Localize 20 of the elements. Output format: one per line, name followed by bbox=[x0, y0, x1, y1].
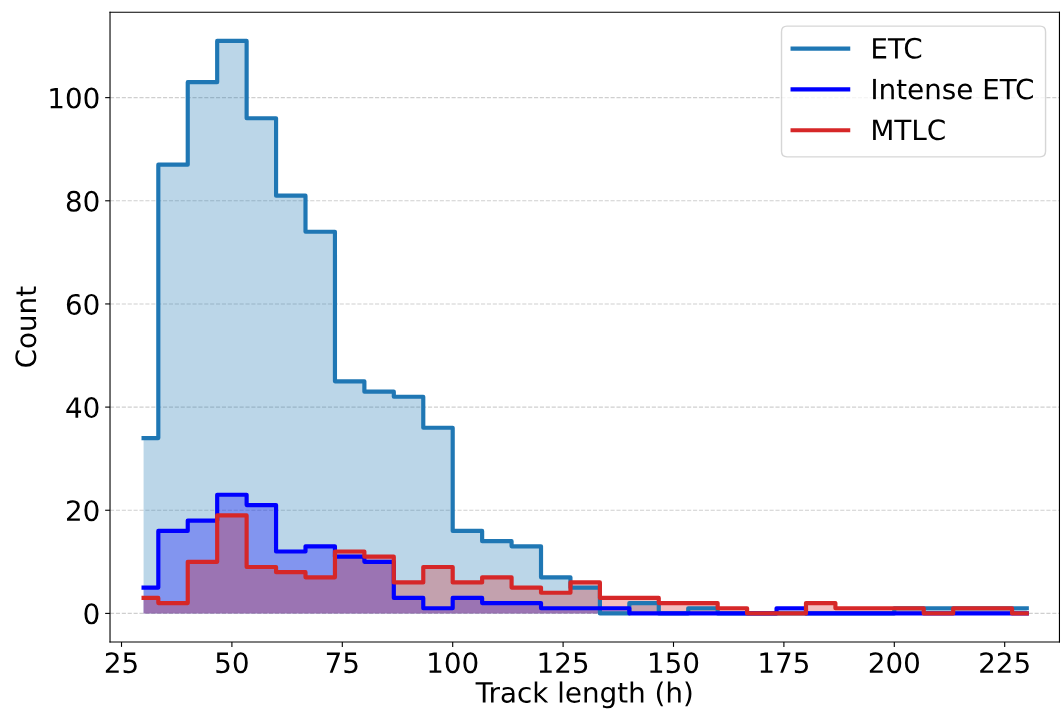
x-tick-label: 175 bbox=[760, 652, 808, 674]
x-tick-label: 225 bbox=[980, 652, 1029, 674]
y-tick-label: 80 bbox=[66, 190, 99, 212]
x-tick-label: 100 bbox=[429, 652, 478, 674]
x-tick-label: 125 bbox=[539, 652, 588, 674]
y-tick-label: 60 bbox=[66, 293, 99, 315]
legend-label: MTLC bbox=[873, 119, 945, 141]
x-tick-label: 75 bbox=[326, 652, 358, 674]
y-tick-label: 100 bbox=[50, 87, 99, 109]
x-axis-title: Track length (h) bbox=[475, 681, 692, 709]
legend-label: ETC bbox=[873, 37, 922, 59]
legend-label: Intense ETC bbox=[873, 78, 1033, 100]
y-tick-label: 20 bbox=[66, 500, 99, 522]
y-axis-title: Count bbox=[15, 286, 37, 367]
x-tick-label: 25 bbox=[105, 652, 137, 674]
y-tick-label: 40 bbox=[66, 397, 99, 419]
x-tick-label: 50 bbox=[216, 652, 248, 674]
y-tick-label: 0 bbox=[84, 603, 99, 625]
x-tick-label: 150 bbox=[650, 652, 699, 674]
x-tick-label: 200 bbox=[869, 652, 919, 674]
